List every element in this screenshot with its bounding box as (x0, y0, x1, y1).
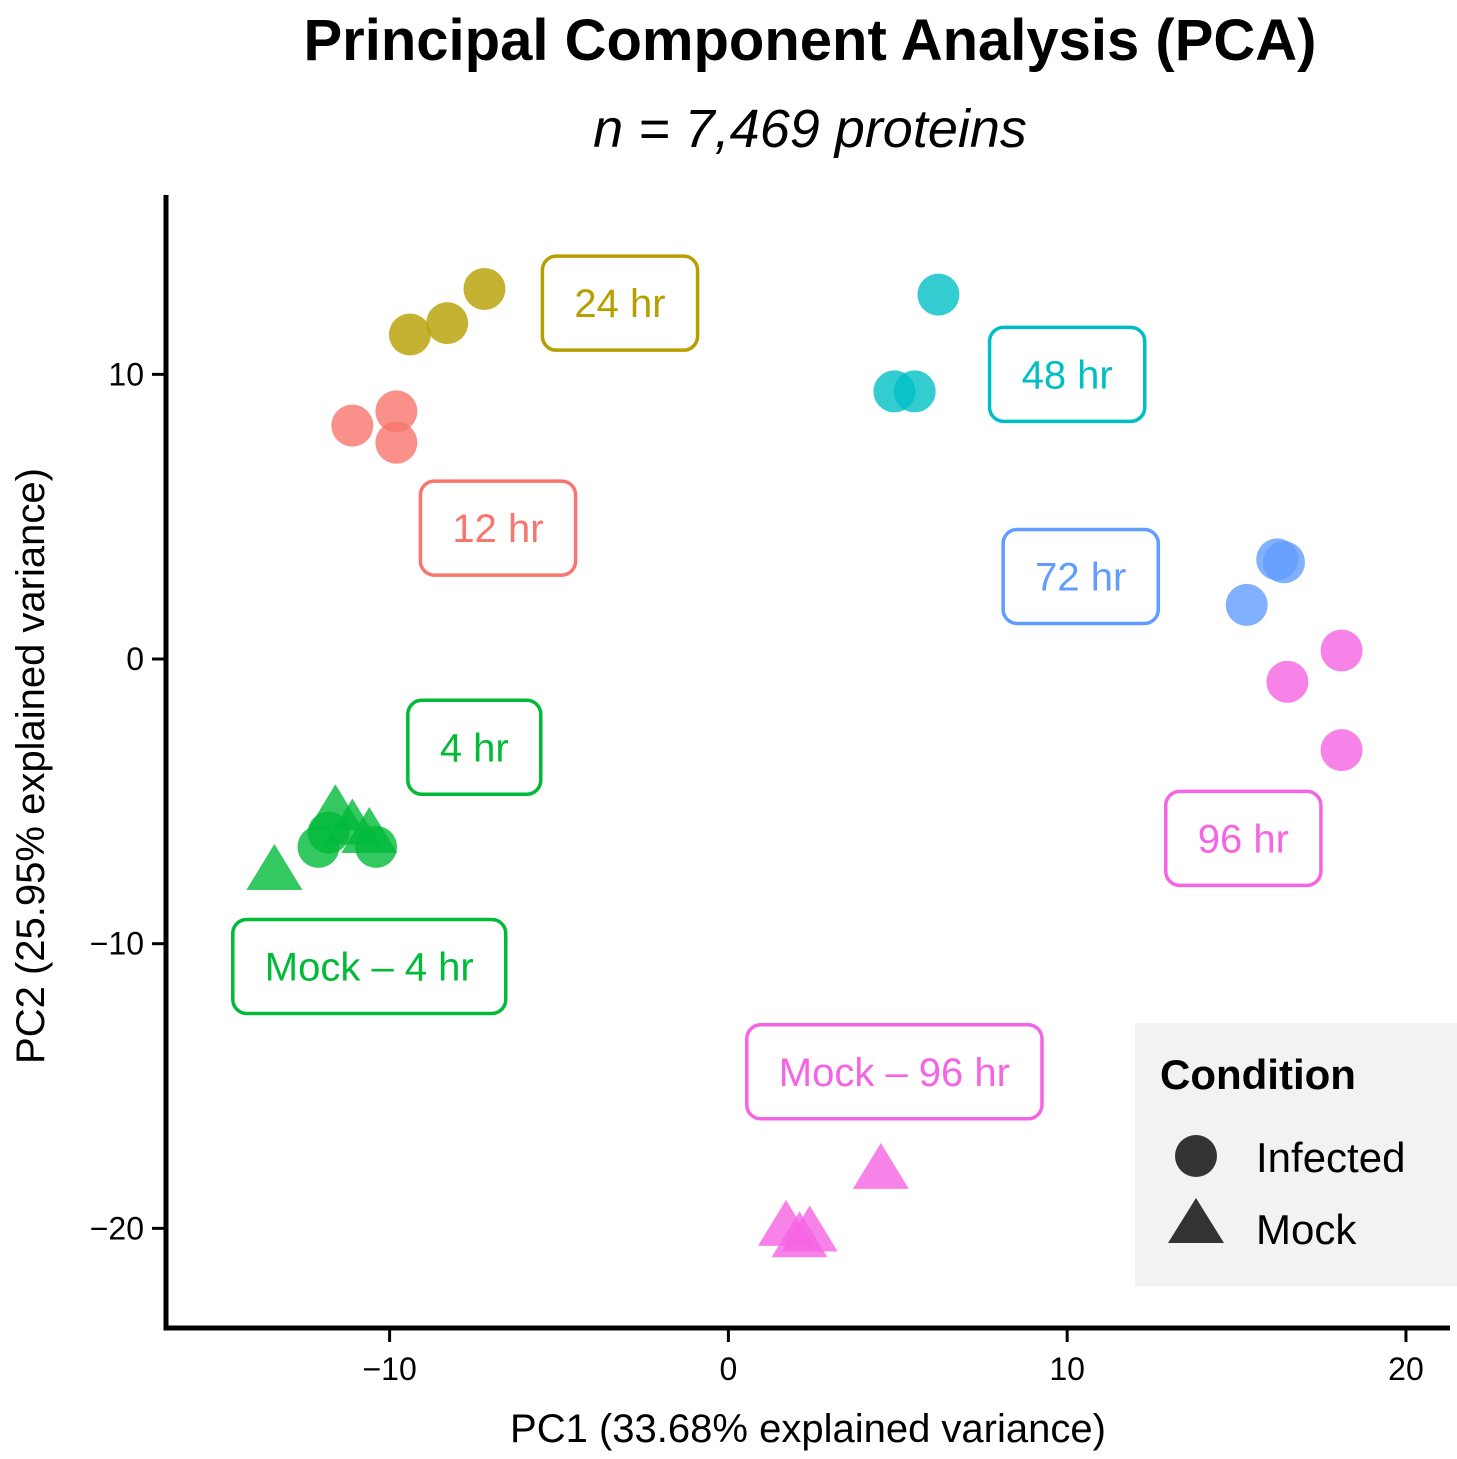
x-axis-title: PC1 (33.68% explained variance) (510, 1407, 1106, 1451)
group-label-border (1164, 789, 1323, 888)
data-point (388, 313, 431, 356)
group-label-border (1001, 527, 1161, 626)
data-point (917, 273, 960, 316)
x-tick-label: 20 (1388, 1351, 1424, 1387)
y-tick-label: 10 (108, 356, 144, 392)
legend-label-infected: Infected (1256, 1134, 1405, 1181)
data-point (781, 1205, 838, 1252)
legend-triangle-icon (1168, 1198, 1224, 1243)
data-point (375, 390, 418, 433)
group-label: 24 hr (574, 282, 665, 326)
group-label-box: Mock – 96 hr (745, 1023, 1044, 1121)
data-point (375, 421, 418, 464)
data-points (246, 267, 1363, 1258)
legend: Condition Infected Mock (1135, 1023, 1457, 1286)
group-label: Mock – 96 hr (779, 1051, 1010, 1095)
group-label: Mock – 4 hr (265, 945, 474, 989)
x-tick-label: 10 (1049, 1351, 1085, 1387)
group-label-border (418, 479, 578, 577)
x-tick-label: −10 (362, 1351, 416, 1387)
group-label-border (745, 1023, 1044, 1121)
data-point (341, 806, 398, 853)
y-axis-ticks: −20 −10 0 10 (90, 356, 164, 1246)
data-point (331, 404, 374, 447)
data-point (426, 302, 469, 345)
group-label-box: 72 hr (1001, 527, 1161, 626)
group-label: 12 hr (452, 507, 543, 551)
data-point (1225, 583, 1268, 626)
group-label: 72 hr (1035, 555, 1126, 599)
group-label-box: 48 hr (987, 325, 1147, 424)
group-label: 4 hr (440, 726, 509, 770)
y-tick-label: 0 (126, 641, 144, 677)
chart-title: Principal Component Analysis (PCA) (304, 8, 1317, 73)
group-labels: 4 hr 12 hr 24 hr 48 hr 72 hr 96 hr Mock – 4 hr… (231, 254, 1323, 1121)
legend-title: Condition (1160, 1051, 1356, 1098)
y-tick-label: −20 (90, 1210, 144, 1246)
x-tick-label: 0 (719, 1351, 737, 1387)
group-label-border (231, 917, 508, 1016)
data-point (1320, 629, 1363, 672)
group-label-box: 4 hr (406, 698, 543, 797)
data-point (1266, 660, 1309, 703)
data-point (246, 844, 303, 891)
y-tick-label: −10 (90, 926, 144, 962)
group-label-box: 96 hr (1164, 789, 1323, 888)
x-axis-ticks: −10 0 10 20 (362, 1330, 1424, 1387)
legend-label-mock: Mock (1256, 1206, 1357, 1253)
data-point (893, 370, 936, 413)
group-label-box: 24 hr (540, 254, 700, 352)
group-label-box: Mock – 4 hr (231, 917, 508, 1016)
data-point (1320, 729, 1363, 772)
y-axis-title: PC2 (25.95% explained variance) (9, 468, 53, 1064)
data-point (463, 267, 506, 310)
group-label-border (987, 325, 1147, 424)
group-label-box: 12 hr (418, 479, 578, 577)
legend-circle-icon (1175, 1135, 1217, 1177)
chart-subtitle: n = 7,469 proteins (593, 99, 1027, 159)
group-label: 48 hr (1022, 353, 1113, 397)
group-label-border (406, 698, 543, 797)
group-label: 96 hr (1198, 817, 1289, 861)
group-label-border (540, 254, 700, 352)
data-point (852, 1142, 909, 1189)
data-point (1262, 541, 1305, 584)
